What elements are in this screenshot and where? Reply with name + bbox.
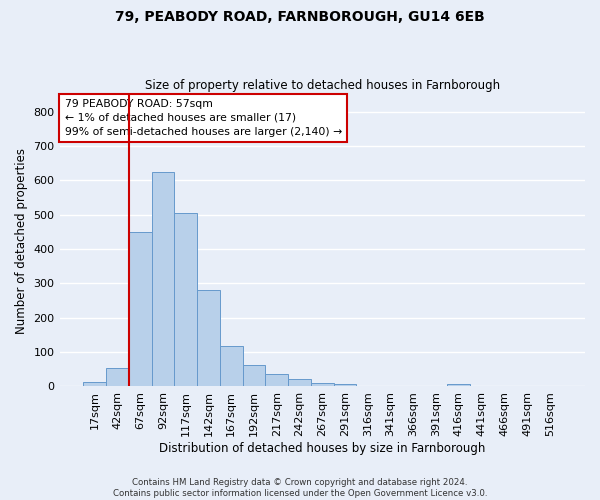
Text: 79 PEABODY ROAD: 57sqm
← 1% of detached houses are smaller (17)
99% of semi-deta: 79 PEABODY ROAD: 57sqm ← 1% of detached … [65, 99, 342, 137]
Bar [152, 172, 175, 386]
Bar [288, 379, 311, 386]
Bar [129, 232, 152, 386]
Y-axis label: Number of detached properties: Number of detached properties [15, 148, 28, 334]
Bar [265, 374, 288, 386]
Text: Contains HM Land Registry data © Crown copyright and database right 2024.
Contai: Contains HM Land Registry data © Crown c… [113, 478, 487, 498]
Bar [220, 346, 242, 387]
Bar [448, 384, 470, 386]
Bar [175, 213, 197, 386]
X-axis label: Distribution of detached houses by size in Farnborough: Distribution of detached houses by size … [159, 442, 485, 455]
Bar [197, 290, 220, 386]
Text: 79, PEABODY ROAD, FARNBOROUGH, GU14 6EB: 79, PEABODY ROAD, FARNBOROUGH, GU14 6EB [115, 10, 485, 24]
Title: Size of property relative to detached houses in Farnborough: Size of property relative to detached ho… [145, 79, 500, 92]
Bar [83, 382, 106, 386]
Bar [106, 368, 129, 386]
Bar [334, 384, 356, 386]
Bar [242, 365, 265, 386]
Bar [311, 383, 334, 386]
